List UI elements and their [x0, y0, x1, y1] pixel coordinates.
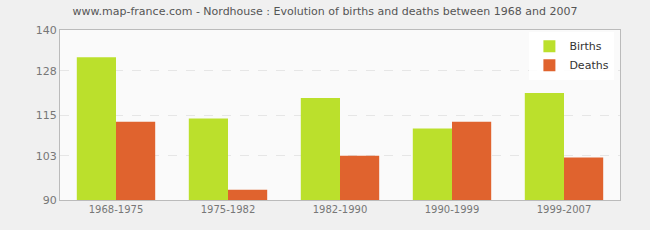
svg-text:90: 90 — [43, 194, 57, 207]
svg-text:Deaths: Deaths — [569, 59, 608, 72]
svg-text:128: 128 — [36, 65, 57, 78]
svg-text:Births: Births — [569, 40, 601, 53]
svg-text:140: 140 — [36, 24, 57, 37]
svg-text:1982-1990: 1982-1990 — [313, 204, 368, 215]
svg-text:103: 103 — [36, 150, 57, 163]
svg-text:115: 115 — [36, 109, 57, 122]
svg-text:www.map-france.com - Nordhouse: www.map-france.com - Nordhouse : Evoluti… — [73, 5, 578, 18]
svg-text:1975-1982: 1975-1982 — [201, 204, 256, 215]
svg-text:1990-1999: 1990-1999 — [425, 204, 480, 215]
svg-text:1999-2007: 1999-2007 — [537, 204, 592, 215]
svg-text:1968-1975: 1968-1975 — [89, 204, 144, 215]
